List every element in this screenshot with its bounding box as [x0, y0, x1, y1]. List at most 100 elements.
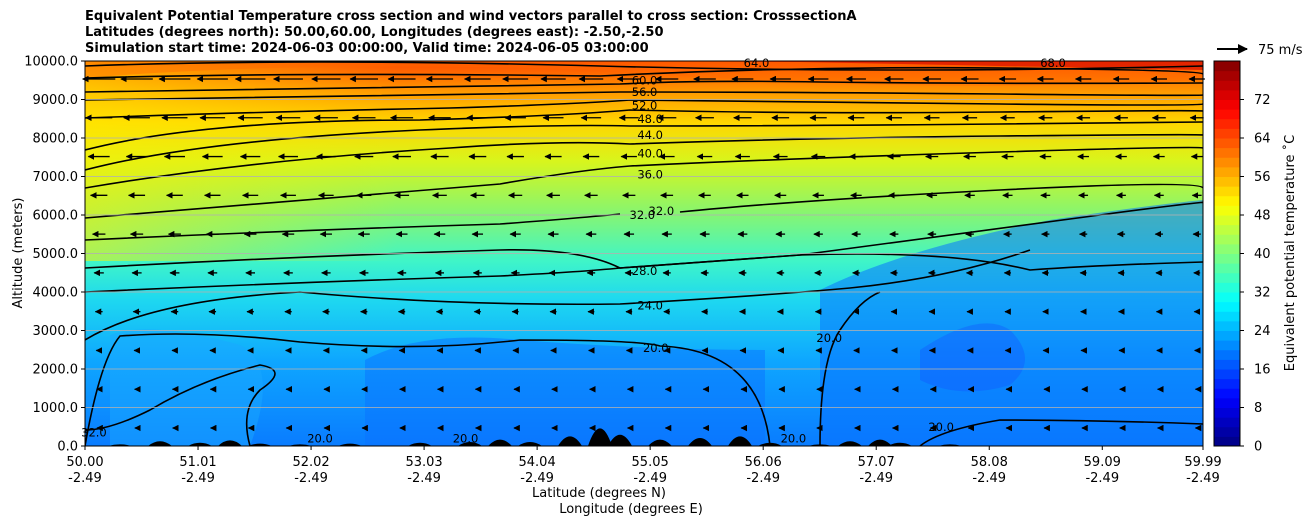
colorbar-segment	[1214, 215, 1240, 226]
contour-label: 44.0	[637, 128, 663, 142]
y-tick-label: 7000.0	[33, 170, 79, 185]
terrain-shape	[85, 428, 1203, 446]
x-tick-label-lat: 55.05	[632, 455, 669, 470]
colorbar-segment	[1214, 89, 1240, 100]
colorbar-segment	[1214, 320, 1240, 331]
contour-label: 60.0	[632, 73, 658, 87]
contour-label: 20.0	[643, 341, 669, 355]
colorbar-tick-label: 16	[1254, 363, 1271, 378]
y-tick-label: 1000.0	[33, 401, 79, 416]
contour-28	[85, 253, 1203, 293]
x-tick-label-lon: -2.49	[859, 471, 893, 486]
contour-64	[85, 66, 1203, 79]
x-tick-label-lat: 59.09	[1084, 455, 1121, 470]
contour-lines	[85, 61, 1203, 446]
cold-core-blob	[920, 323, 1025, 392]
x-tick-label-lon: -2.49	[972, 471, 1006, 486]
y-tick-label: 8000.0	[33, 132, 79, 147]
contour-48	[85, 109, 1203, 151]
colorbar-segment	[1214, 253, 1240, 264]
colorbar-segment	[1214, 369, 1240, 380]
chart-title-line-2: Latitudes (degrees north): 50.00,60.00, …	[85, 25, 664, 40]
contour-44	[85, 121, 1203, 171]
x-tick-label-lat: 58.08	[971, 455, 1008, 470]
chart-title-line-3: Simulation start time: 2024-06-03 00:00:…	[85, 41, 649, 56]
colorbar-segment	[1214, 340, 1240, 351]
colorbar-segment	[1214, 118, 1240, 129]
colorbar-segment	[1214, 426, 1240, 437]
colorbar-segment	[1214, 147, 1240, 158]
warm-sector-shading	[85, 61, 605, 261]
y-tick-label: 0.0	[57, 440, 78, 455]
colorbar-tick-label: 48	[1254, 209, 1271, 224]
colorbar-segment	[1214, 417, 1240, 428]
x-axis: 50.00-2.4951.01-2.4952.02-2.4953.03-2.49…	[66, 446, 1222, 486]
colorbar-segment	[1214, 166, 1240, 177]
colorbar-segment	[1214, 128, 1240, 139]
colorbar-segment	[1214, 388, 1240, 399]
y-axis-label: Altitude (meters)	[11, 198, 26, 309]
contour-22	[85, 364, 276, 446]
colorbar-tick-label: 0	[1254, 440, 1262, 455]
colorbar-label: Equivalent potential temperature ˚C	[1282, 135, 1298, 371]
contour-label: 40.0	[637, 146, 663, 160]
upper-hot-band	[640, 61, 1203, 70]
colorbar-tick-label: 32	[1254, 286, 1271, 301]
contour-60	[85, 80, 1203, 93]
colorbar-segment	[1214, 272, 1240, 283]
quiver-key: 75 m/s	[1217, 43, 1303, 58]
grid-lines	[85, 99, 1203, 408]
wind-vector-field	[82, 75, 1205, 432]
colorbar-segment	[1214, 224, 1240, 235]
x-tick-label-lon: -2.49	[520, 471, 554, 486]
contour-label: 48.0	[637, 112, 663, 126]
colorbar-segment	[1214, 330, 1240, 341]
contour-label: 32.0	[630, 208, 656, 222]
colorbar-segment	[1214, 186, 1240, 197]
colorbar-tick-label: 72	[1254, 93, 1271, 108]
x-tick-label-lat: 51.01	[179, 455, 216, 470]
quiver-key-label: 75 m/s	[1258, 43, 1303, 58]
contour-label: 56.0	[632, 85, 658, 99]
x-tick-label-lon: -2.49	[633, 471, 667, 486]
x-tick-label-lon: -2.49	[294, 471, 328, 486]
colorbar-segment	[1214, 176, 1240, 187]
y-tick-label: 2000.0	[33, 363, 79, 378]
contour-24	[85, 249, 1031, 341]
colorbar-segment	[1214, 243, 1240, 254]
colorbar-tick-label: 64	[1254, 132, 1271, 147]
colorbar-segment	[1214, 157, 1240, 168]
colorbar-tick-label: 56	[1254, 170, 1271, 185]
x-tick-label-lat: 56.06	[745, 455, 782, 470]
colorbar-segment	[1214, 138, 1240, 149]
contour-label: 52.0	[632, 98, 658, 112]
contour-label: 20.0	[781, 431, 807, 445]
contour-36	[85, 146, 1203, 219]
colorbar-segment	[1214, 263, 1240, 274]
contour-32b	[679, 183, 1203, 213]
y-tick-label: 10000.0	[24, 55, 78, 70]
x-tick-label-lat: 59.99	[1184, 455, 1221, 470]
contour-20a	[85, 333, 771, 446]
west-low-level-patch	[110, 329, 263, 446]
x-tick-label-lat: 50.00	[66, 455, 103, 470]
x-axis-label-latitude: Latitude (degrees N)	[532, 486, 666, 501]
colorbar-tick-label: 40	[1254, 247, 1271, 262]
colorbar-segment	[1214, 397, 1240, 408]
x-tick-label-lon: -2.49	[1186, 471, 1220, 486]
x-axis-label-longitude: Longitude (degrees E)	[559, 502, 703, 517]
y-axis: 0.0 1000.0 2000.0 3000.0 4000.0 5000.0 6000.0 7…	[24, 55, 85, 455]
colorbar-segment	[1214, 61, 1240, 72]
x-tick-label-lat: 53.03	[405, 455, 442, 470]
colorbar-segment	[1214, 195, 1240, 206]
contour-label: 36.0	[637, 168, 663, 182]
contour-56	[85, 91, 1203, 101]
cold-pool-east	[820, 200, 1203, 446]
contour-label: 20.0	[816, 331, 842, 345]
x-tick-label-lon: -2.49	[68, 471, 102, 486]
colorbar-segment	[1214, 436, 1240, 447]
colorbar-segment	[1214, 205, 1240, 216]
y-tick-label: 4000.0	[33, 286, 79, 301]
colorbar-segment	[1214, 109, 1240, 120]
